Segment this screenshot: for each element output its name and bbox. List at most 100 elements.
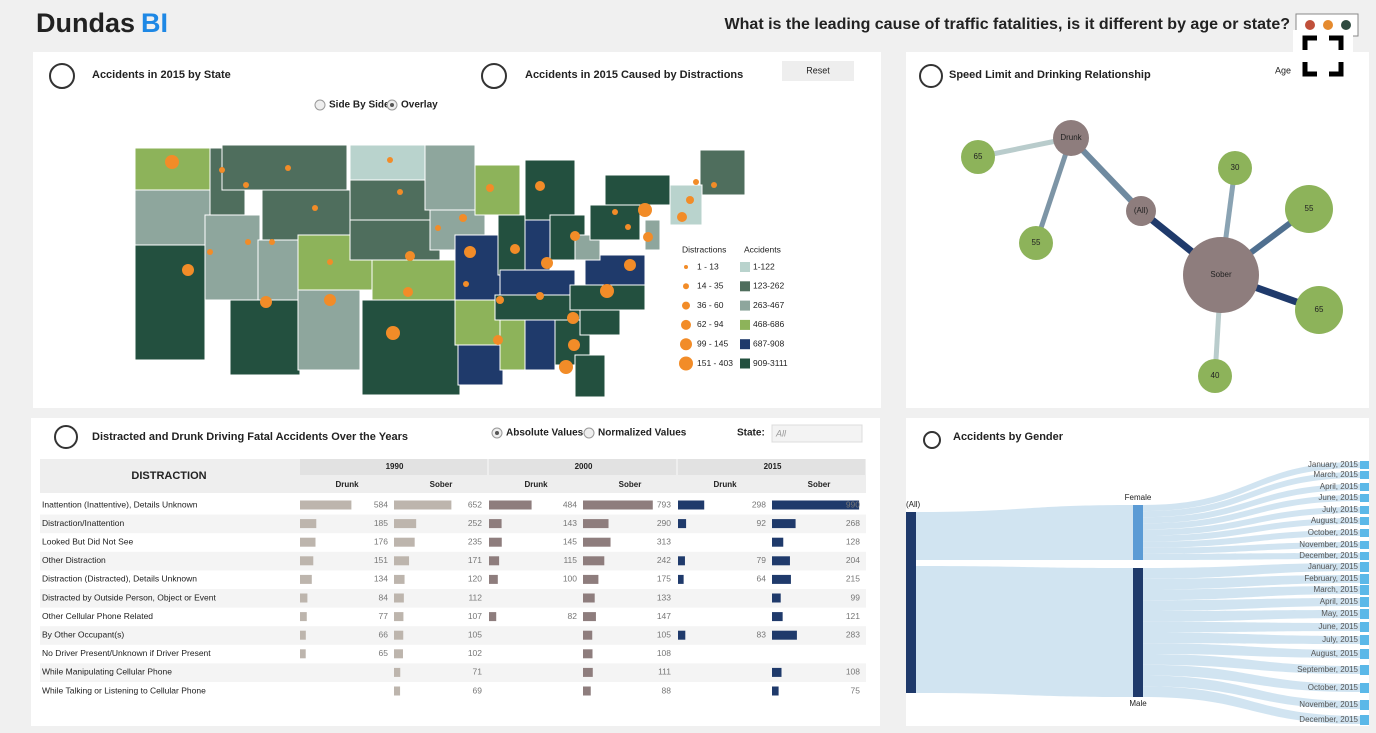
value-bar	[678, 519, 687, 529]
month-bar[interactable]	[1360, 506, 1369, 514]
distraction-bubble	[403, 287, 413, 297]
flow	[1143, 553, 1360, 560]
value-bar	[678, 574, 684, 584]
fullscreen-button[interactable]	[1293, 30, 1353, 82]
month-bar[interactable]	[1360, 471, 1369, 479]
radio-label[interactable]: Absolute Values	[506, 428, 584, 439]
state[interactable]	[494, 294, 581, 321]
month-bar[interactable]	[1360, 483, 1369, 491]
radio[interactable]	[583, 427, 595, 439]
state[interactable]	[221, 144, 348, 191]
state[interactable]	[257, 239, 299, 301]
month-bar[interactable]	[1360, 715, 1369, 725]
theme-dot[interactable]	[1305, 20, 1315, 30]
value-label: 105	[657, 629, 671, 639]
map-icon	[49, 63, 75, 89]
legend-swatch	[740, 319, 750, 330]
month-bar[interactable]	[1360, 665, 1369, 675]
month-bar[interactable]	[1360, 609, 1369, 619]
flow	[1143, 686, 1360, 724]
month-bar[interactable]	[1360, 552, 1369, 560]
state[interactable]	[229, 299, 301, 376]
node[interactable]	[1295, 286, 1343, 334]
value-label: 143	[563, 518, 577, 528]
state[interactable]	[574, 354, 606, 398]
node[interactable]	[961, 140, 995, 174]
distraction-bubble	[624, 259, 636, 271]
month-bar[interactable]	[1360, 683, 1369, 693]
state[interactable]	[261, 189, 351, 241]
reset-label[interactable]: Reset	[806, 65, 830, 75]
node[interactable]	[1126, 196, 1156, 226]
radio-label[interactable]: Side By Side	[329, 100, 390, 111]
month-bar[interactable]	[1360, 461, 1369, 469]
state[interactable]	[134, 147, 211, 191]
value-label: 111	[658, 667, 671, 677]
state[interactable]	[499, 269, 576, 296]
row-label: Distraction (Distracted), Details Unknow…	[42, 574, 197, 584]
node-bar[interactable]	[906, 512, 916, 693]
state[interactable]	[371, 259, 458, 301]
value-bar	[772, 500, 860, 510]
state[interactable]	[454, 234, 506, 301]
node[interactable]	[1285, 185, 1333, 233]
state[interactable]	[699, 149, 746, 196]
year-header-bg	[489, 459, 676, 475]
month-bar[interactable]	[1360, 597, 1369, 607]
month-label: March, 2015	[1314, 470, 1359, 479]
distraction-bubble	[493, 335, 503, 345]
state[interactable]	[524, 319, 556, 371]
month-bar[interactable]	[1360, 635, 1369, 645]
state-value[interactable]: All	[775, 428, 787, 438]
node[interactable]	[1053, 120, 1089, 156]
radio-label[interactable]: Normalized Values	[598, 428, 687, 439]
state[interactable]	[424, 144, 476, 211]
flow	[1143, 598, 1360, 611]
theme-dot[interactable]	[1323, 20, 1333, 30]
radio-label[interactable]: Overlay	[401, 100, 438, 111]
value-label: 252	[468, 518, 482, 528]
month-bar[interactable]	[1360, 574, 1369, 584]
month-bar[interactable]	[1360, 494, 1369, 502]
state[interactable]	[524, 159, 576, 221]
map-legend: 1 - 13 14 - 35 36 - 60 62 - 94 99 - 145 151 -…	[679, 261, 788, 371]
node[interactable]	[1183, 237, 1259, 313]
legend-bubble	[683, 283, 689, 290]
node[interactable]	[1198, 359, 1232, 393]
distraction-bubble	[165, 155, 179, 169]
state[interactable]	[474, 164, 521, 216]
reset-button[interactable]	[782, 61, 854, 81]
month-bar[interactable]	[1360, 517, 1369, 525]
state-label: State:	[737, 428, 765, 439]
month-bar[interactable]	[1360, 700, 1369, 710]
node-bar[interactable]	[1133, 568, 1143, 697]
row-label: By Other Occupant(s)	[42, 629, 124, 639]
month-bar[interactable]	[1360, 585, 1369, 595]
state[interactable]	[579, 309, 621, 336]
month-bar[interactable]	[1360, 529, 1369, 537]
legend-swatch	[740, 300, 750, 311]
node[interactable]	[1218, 151, 1252, 185]
state[interactable]	[454, 299, 501, 346]
state[interactable]	[204, 214, 261, 301]
state[interactable]	[134, 244, 206, 361]
state[interactable]	[349, 144, 426, 181]
month-bar[interactable]	[1360, 622, 1369, 632]
state[interactable]	[604, 174, 671, 206]
state[interactable]	[457, 344, 504, 386]
month-bar[interactable]	[1360, 541, 1369, 549]
state[interactable]	[349, 219, 441, 261]
state[interactable]	[499, 319, 526, 371]
state-filter[interactable]	[771, 424, 863, 443]
flow	[1143, 654, 1360, 674]
state[interactable]	[134, 189, 216, 246]
month-bar[interactable]	[1360, 562, 1369, 572]
state[interactable]	[349, 179, 431, 221]
value-label: 171	[468, 555, 482, 565]
month-bar[interactable]	[1360, 649, 1369, 659]
radio[interactable]	[314, 99, 326, 111]
node[interactable]	[1019, 226, 1053, 260]
state[interactable]	[361, 299, 461, 396]
theme-dot[interactable]	[1341, 20, 1351, 30]
node-bar[interactable]	[1133, 505, 1143, 560]
